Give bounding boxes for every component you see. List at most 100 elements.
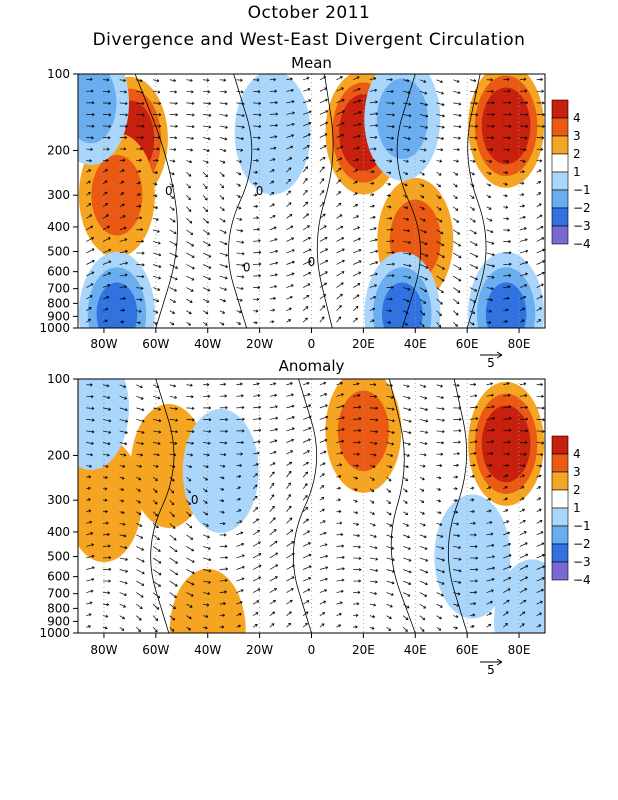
colorbar-swatch-7 [551, 225, 569, 245]
contour-line-3 [447, 379, 468, 633]
panel-0: 0 0 0 0 Mean 80W 60W 40W 20W 0 20E 40E 60E 80E 100 200 3… [39, 54, 591, 370]
y-tick-label: 800 [47, 296, 70, 310]
colorbar-label: −3 [573, 219, 591, 233]
colorbar: 4 3 2 1 −1 −2 −3 −4 [551, 435, 591, 587]
plot-area: 0 0 0 0 [78, 74, 545, 328]
figure-title: October 2011 [247, 3, 371, 23]
colorbar-swatch-7 [551, 561, 569, 581]
vector-scale-label: 5 [487, 663, 495, 677]
divergence-shade-neg-5-1 [376, 78, 428, 160]
colorbar-label: −2 [573, 201, 591, 215]
x-tick-label: 20W [246, 337, 273, 351]
y-tick-label: 800 [47, 601, 70, 615]
colorbar-label: 1 [573, 165, 581, 179]
x-tick-label: 60E [456, 337, 479, 351]
y-tick-label: 600 [47, 570, 70, 584]
contour-line-0 [134, 74, 178, 328]
divergence-shade-neg-6-0 [234, 74, 311, 195]
colorbar-swatch-2 [551, 471, 569, 491]
divergence-shade-neg-5-0 [78, 379, 129, 470]
contour-label: 0 [191, 493, 199, 507]
colorbar-label: 4 [573, 111, 581, 125]
colorbar-swatch-4 [551, 507, 569, 527]
contour-label: 0 [165, 184, 173, 198]
colorbar-label: −2 [573, 537, 591, 551]
plot-area: 0 [78, 379, 545, 633]
x-tick-label: 0 [308, 643, 316, 657]
y-tick-label: 600 [47, 265, 70, 279]
x-tick-label: 0 [308, 337, 316, 351]
x-tick-label: 80W [90, 337, 117, 351]
y-tick-label: 700 [47, 587, 70, 601]
x-tick-label: 60W [142, 337, 169, 351]
vector-scale-label: 5 [487, 356, 495, 370]
y-tick-label: 900 [47, 614, 70, 628]
x-tick-label: 80E [508, 337, 531, 351]
colorbar-swatch-0 [551, 99, 569, 119]
contour-line-1 [228, 74, 253, 328]
y-tick-label: 1000 [39, 626, 70, 640]
y-tick-label: 200 [47, 448, 70, 462]
divergence-shade-neg-8-0 [494, 559, 545, 633]
y-tick-label: 100 [47, 372, 70, 386]
y-tick-label: 300 [47, 493, 70, 507]
y-tick-label: 200 [47, 143, 70, 157]
y-tick-label: 300 [47, 188, 70, 202]
divergence-shade-pos-1-1 [91, 154, 143, 236]
colorbar-label: 3 [573, 129, 581, 143]
colorbar-label: 2 [573, 147, 581, 161]
y-tick-label: 100 [47, 67, 70, 81]
colorbar-swatch-3 [551, 489, 569, 509]
x-tick-label: 40E [404, 643, 427, 657]
divergence-shade-neg-7-2 [96, 282, 138, 328]
colorbar-swatch-1 [551, 453, 569, 473]
divergence-shade-pos-0-3 [488, 417, 524, 471]
panel-title: Mean [291, 54, 332, 72]
x-tick-label: 20E [352, 643, 375, 657]
vector-scale-arrowhead [496, 658, 503, 666]
contour-line-4 [466, 74, 487, 328]
contour-line-2 [388, 379, 416, 633]
y-tick-label: 400 [47, 525, 70, 539]
x-tick-label: 60W [142, 643, 169, 657]
colorbar-swatch-6 [551, 543, 569, 563]
contour-label: 0 [308, 255, 316, 269]
colorbar-label: 4 [573, 447, 581, 461]
colorbar-label: −4 [573, 573, 591, 587]
divergence-shade-neg-9-2 [485, 282, 527, 328]
x-tick-label: 80E [508, 643, 531, 657]
contour-label: 0 [243, 261, 251, 275]
colorbar-label: −3 [573, 555, 591, 569]
colorbar-label: 1 [573, 501, 581, 515]
colorbar-label: −1 [573, 183, 591, 197]
vector-field [86, 381, 545, 633]
contour-line-0 [150, 379, 175, 633]
colorbar-swatch-1 [551, 117, 569, 137]
colorbar: 4 3 2 1 −1 −2 −3 −4 [551, 99, 591, 251]
x-tick-label: 80W [90, 643, 117, 657]
colorbar-label: 2 [573, 483, 581, 497]
x-tick-label: 20E [352, 337, 375, 351]
x-tick-label: 40E [404, 337, 427, 351]
divergence-shade-pos-1-1 [337, 390, 389, 472]
colorbar-label: −4 [573, 237, 591, 251]
contour-label: 0 [256, 184, 264, 198]
y-tick-label: 1000 [39, 321, 70, 335]
figure-subtitle: Divergence and West-East Divergent Circu… [92, 30, 526, 50]
colorbar-swatch-4 [551, 171, 569, 191]
colorbar-swatch-2 [551, 135, 569, 155]
divergence-shade-neg-8-2 [381, 282, 423, 328]
y-tick-label: 900 [47, 309, 70, 323]
x-tick-label: 40W [194, 643, 221, 657]
divergence-shade-neg-6-0 [182, 408, 259, 533]
x-tick-label: 40W [194, 337, 221, 351]
x-tick-label: 60E [456, 643, 479, 657]
panel-title: Anomaly [279, 357, 345, 375]
panel-1: 0 Anomaly 80W 60W 40W 20W 0 20E 40E 60E 80E 100 200 3… [39, 357, 591, 677]
y-tick-label: 400 [47, 220, 70, 234]
y-tick-label: 500 [47, 550, 70, 564]
colorbar-label: −1 [573, 519, 591, 533]
colorbar-swatch-3 [551, 153, 569, 173]
colorbar-swatch-6 [551, 207, 569, 227]
